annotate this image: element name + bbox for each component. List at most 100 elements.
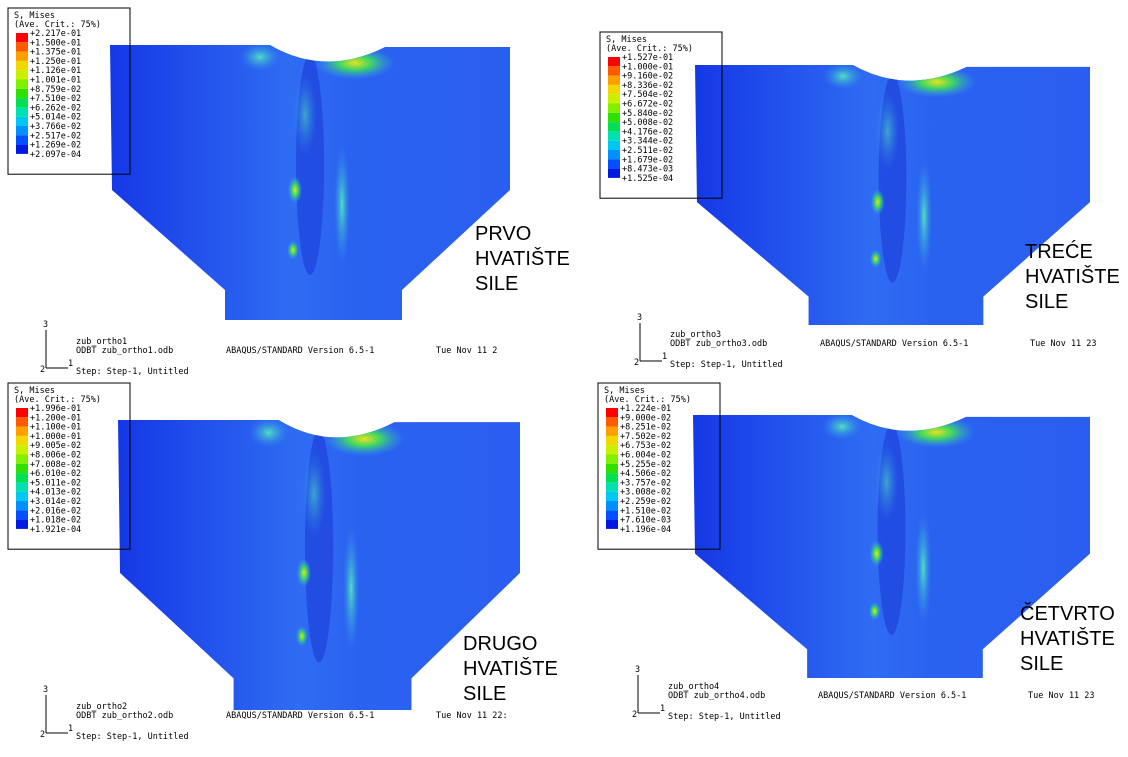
stress-band xyxy=(874,442,899,522)
legend-value: +9.000e-02 xyxy=(620,413,671,423)
triad-label: 3 xyxy=(43,685,48,695)
legend-value: +7.610e-03 xyxy=(620,516,671,526)
legend-swatch xyxy=(606,519,618,529)
legend-value: +2.016e-02 xyxy=(30,506,81,516)
legend-value: +5.840e-02 xyxy=(622,109,673,119)
legend-swatch xyxy=(606,435,618,446)
legend-value: +1.196e-04 xyxy=(620,525,671,535)
legend-value: +2.511e-02 xyxy=(622,146,673,156)
legend-swatch xyxy=(606,408,618,418)
legend-swatch xyxy=(16,98,28,108)
legend-box xyxy=(599,31,723,199)
legend-value: +9.160e-02 xyxy=(622,72,673,82)
solver-version: ABAQUS/STANDARD Version 6.5-1 xyxy=(820,339,968,349)
legend-value: +1.250e-01 xyxy=(30,57,81,67)
stress-band xyxy=(334,144,350,266)
legend-swatch xyxy=(16,135,28,145)
stress-hotspot xyxy=(896,416,976,448)
legend-value: +7.510e-02 xyxy=(30,94,81,104)
legend-value: +1.100e-01 xyxy=(30,423,81,433)
stress-hotspot xyxy=(897,66,977,98)
stress-hotspot xyxy=(823,65,863,90)
model-name: zub_ortho4 xyxy=(668,682,719,692)
legend-value: +9.005e-02 xyxy=(30,441,81,451)
stress-hotspot xyxy=(868,601,881,621)
legend-swatch xyxy=(606,445,618,455)
legend-swatch xyxy=(16,454,28,464)
legend-value: +2.217e-01 xyxy=(30,29,81,39)
triad-label: 1 xyxy=(660,704,665,714)
legend-swatch xyxy=(16,482,28,492)
legend-value: +6.753e-02 xyxy=(620,441,671,451)
step-name: Step: Step-1, Untitled xyxy=(76,367,189,377)
legend-swatch xyxy=(16,60,28,71)
legend-swatch xyxy=(16,107,28,117)
legend-value: +8.006e-02 xyxy=(30,451,81,461)
legend-value: +7.502e-02 xyxy=(620,432,671,442)
legend-value: +3.757e-02 xyxy=(620,478,671,488)
panel: S, Mises(Ave. Crit.: 75%)+1.224e-01+9.00… xyxy=(597,382,1115,722)
legend-value: +1.510e-02 xyxy=(620,506,671,516)
legend-value: +5.255e-02 xyxy=(620,460,671,470)
legend-title: S, Mises xyxy=(604,386,645,396)
stress-hotspot xyxy=(296,558,312,588)
legend-value: +1.996e-01 xyxy=(30,404,81,414)
stress-hotspot xyxy=(324,421,405,457)
legend-value: +1.679e-02 xyxy=(622,155,673,165)
legend-swatch xyxy=(606,501,618,511)
triad-label: 1 xyxy=(662,352,667,362)
legend-swatch xyxy=(16,51,28,61)
legend-swatch xyxy=(16,463,28,474)
stress-field xyxy=(823,65,977,283)
stress-band xyxy=(916,159,932,274)
triad-label: 2 xyxy=(40,730,45,740)
case-label: SILE xyxy=(463,683,506,705)
case-label: ČETVRTO xyxy=(1020,602,1115,625)
legend-value: +6.004e-02 xyxy=(620,451,671,461)
legend-value: +7.504e-02 xyxy=(622,90,673,100)
legend-value: +1.224e-01 xyxy=(620,404,671,414)
step-name: Step: Step-1, Untitled xyxy=(76,732,189,742)
case-label: HVATIŠTE xyxy=(1020,627,1115,650)
legend-swatch xyxy=(606,491,618,501)
panel: S, Mises(Ave. Crit.: 75%)+1.527e-01+1.00… xyxy=(599,31,1120,370)
legend-value: +8.759e-02 xyxy=(30,85,81,95)
legend-swatch xyxy=(608,57,620,67)
legend-value: +1.500e-01 xyxy=(30,38,81,48)
case-label: PRVO xyxy=(475,223,531,245)
solver-version: ABAQUS/STANDARD Version 6.5-1 xyxy=(818,691,966,701)
odb-file: ODBT zub_ortho4.odb xyxy=(668,691,765,701)
run-date: Tue Nov 11 23 xyxy=(1028,691,1095,701)
legend-subtitle: (Ave. Crit.: 75%) xyxy=(606,44,693,54)
legend-swatch xyxy=(606,454,618,464)
legend-value: +4.506e-02 xyxy=(620,469,671,479)
legend-swatch xyxy=(606,510,618,520)
stress-hotspot xyxy=(248,420,289,448)
stress-band xyxy=(875,92,900,171)
legend-value: +1.375e-01 xyxy=(30,48,81,58)
model-name: zub_ortho3 xyxy=(670,330,721,340)
legend-swatch xyxy=(16,79,28,89)
stress-hotspot xyxy=(295,626,308,647)
legend-value: +5.011e-02 xyxy=(30,478,81,488)
legend-value: +7.008e-02 xyxy=(30,460,81,470)
run-date: Tue Nov 11 22: xyxy=(436,711,508,721)
legend-subtitle: (Ave. Crit.: 75%) xyxy=(14,395,101,405)
odb-file: ODBT zub_ortho1.odb xyxy=(76,346,173,356)
legend-value: +1.000e-01 xyxy=(622,62,673,72)
legend-box xyxy=(7,7,131,175)
triad-label: 1 xyxy=(68,724,73,734)
model-name: zub_ortho2 xyxy=(76,702,127,712)
legend-swatch xyxy=(606,417,618,427)
stress-hotspot xyxy=(315,46,395,80)
legend-value: +1.001e-01 xyxy=(30,76,81,86)
triad-label: 2 xyxy=(634,358,639,368)
legend-swatch xyxy=(608,140,620,150)
legend-swatch xyxy=(608,122,620,132)
stress-hotspot xyxy=(870,189,885,216)
legend-swatch xyxy=(606,482,618,492)
legend-value: +4.176e-02 xyxy=(622,127,673,137)
legend-value: +1.126e-01 xyxy=(30,66,81,76)
legend-value: +4.013e-02 xyxy=(30,488,81,498)
